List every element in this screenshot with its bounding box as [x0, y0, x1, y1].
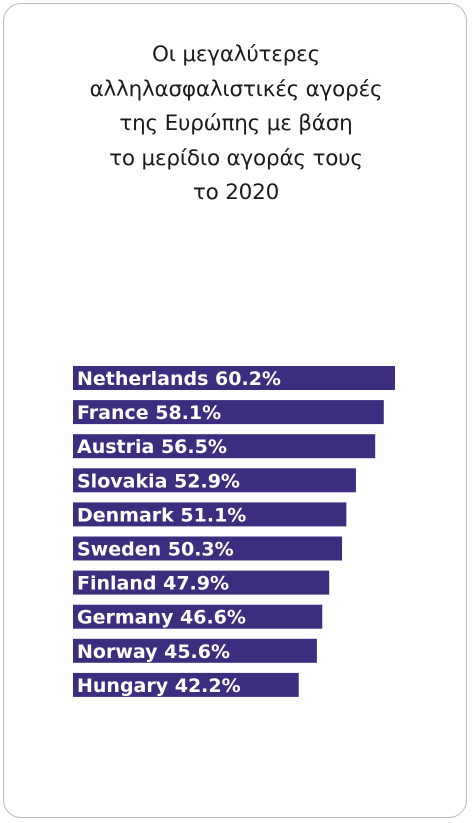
bar-label-sweden: Sweden 50.3% — [77, 539, 234, 561]
bar-label-denmark: Denmark 51.1% — [77, 504, 246, 526]
bars-group: Netherlands 60.2% France 58.1% Austria 56.… — [73, 366, 395, 697]
bar-finland — [73, 570, 330, 595]
chart-title: Οι μεγαλύτερες αλληλασφαλιστικές αγορές … — [89, 42, 383, 205]
bar-label-netherlands: Netherlands 60.2% — [77, 368, 281, 390]
bar-denmark — [73, 502, 347, 527]
bar-hungary — [73, 672, 299, 697]
bar-sweden — [73, 536, 343, 561]
bar-label-norway: Norway 45.6% — [77, 641, 230, 663]
bar-austria — [73, 434, 376, 459]
bar-germany — [73, 604, 323, 629]
bar-netherlands — [73, 366, 395, 390]
bar-france — [73, 400, 384, 425]
bar-label-germany: Germany 46.6% — [77, 607, 246, 629]
bar-label-finland: Finland 47.9% — [77, 573, 229, 595]
bar-label-france: France 58.1% — [77, 402, 221, 424]
bar-norway — [73, 638, 317, 663]
bar-label-austria: Austria 56.5% — [77, 436, 227, 458]
bar-slovakia — [73, 468, 356, 493]
bar-label-hungary: Hungary 42.2% — [77, 675, 241, 697]
bar-label-slovakia: Slovakia 52.9% — [77, 470, 240, 492]
